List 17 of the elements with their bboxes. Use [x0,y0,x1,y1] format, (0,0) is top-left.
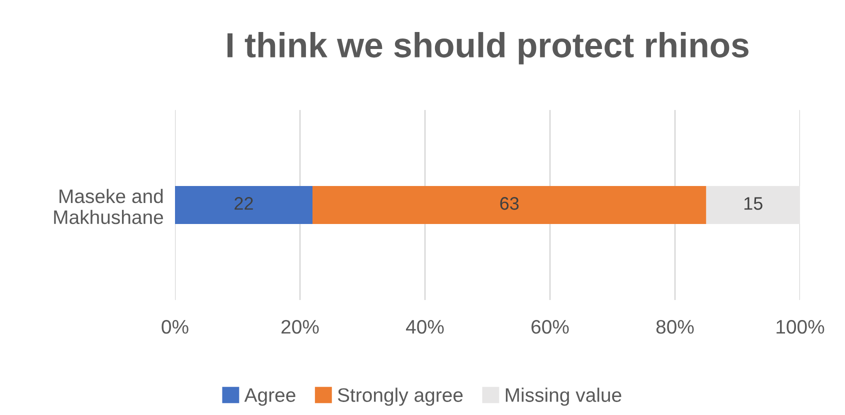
x-tick-label: 60% [532,320,569,334]
data-label: 63 [500,197,519,210]
bar [175,186,312,224]
x-tick-label: 100% [776,320,824,334]
x-tick-label: 80% [656,320,694,334]
data-label: 22 [234,197,253,210]
legend-label: Agree [244,388,296,406]
x-tick-label: 0% [162,320,188,334]
legend-label: Missing value [506,388,622,406]
x-tick-label: 20% [282,320,319,334]
y-tick-label: Maseke and Makhushane [54,188,164,224]
data-label: 15 [744,197,762,210]
x-tick-label: 40% [406,320,444,334]
bar [312,186,706,224]
chart-title: I think we should protect rhinos [227,32,748,64]
bar [706,186,800,224]
legend-label: Strongly agree [338,388,463,406]
